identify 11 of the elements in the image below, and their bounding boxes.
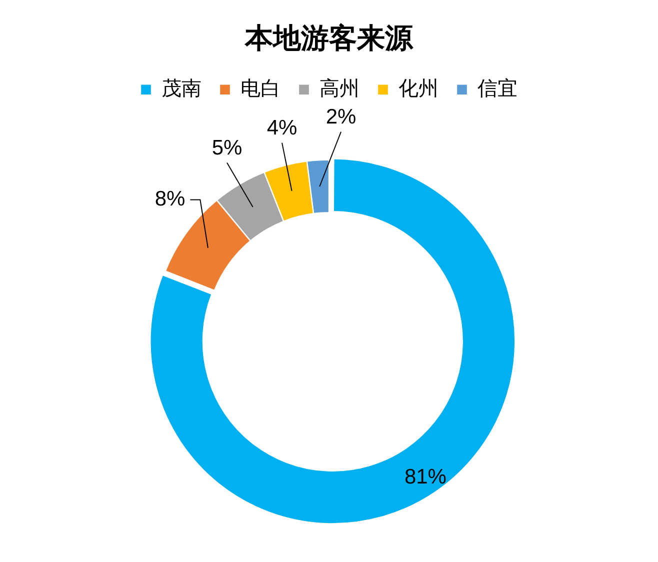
legend-label: 化州 [398, 78, 438, 100]
data-label: 5% [212, 136, 242, 160]
data-label: 2% [326, 106, 356, 129]
data-label: 4% [266, 116, 298, 140]
legend-label: 高州 [320, 77, 360, 100]
legend-label: 信宜 [478, 77, 518, 100]
legend-label: 电白 [240, 78, 280, 100]
data-label: 81% [404, 466, 446, 489]
chart-title: 本地游客来源 [244, 22, 414, 54]
legend-label: 茂南 [162, 78, 202, 100]
data-label: 8% [154, 188, 186, 211]
